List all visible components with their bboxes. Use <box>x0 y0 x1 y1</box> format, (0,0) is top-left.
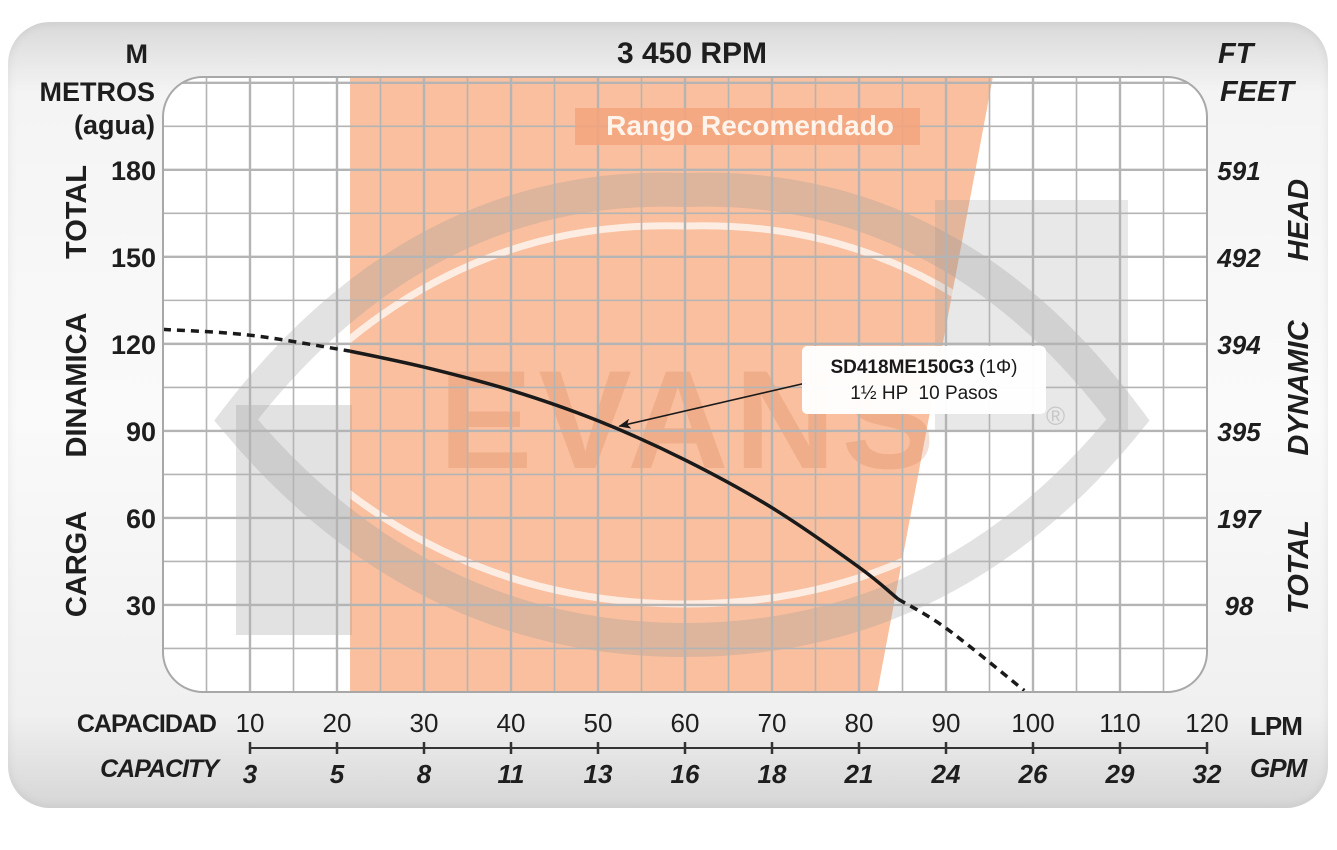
watermark-oval-inner <box>263 222 1101 608</box>
x-axis-secondary-label: CAPACITY <box>100 755 221 783</box>
x-axis-primary-tick-label: 90 <box>932 708 961 738</box>
x-axis-primary-tick-label: 60 <box>671 708 700 738</box>
curve-dashed-low-flow <box>163 327 351 353</box>
x-axis-primary-tick-label: 20 <box>323 708 352 738</box>
annotation-arrow <box>618 382 807 429</box>
x-axis-secondary-tick-label: 18 <box>758 759 787 789</box>
x-axis-primary-tick-label: 50 <box>584 708 613 738</box>
right-axis-tick-label: 395 <box>1217 417 1261 447</box>
left-axis-tick-label: 90 <box>126 417 156 447</box>
left-axis-tick-label: 150 <box>111 243 156 273</box>
x-axis-secondary-tick-label: 13 <box>584 759 613 789</box>
right-axis-title-dynamic: DYNAMIC <box>1283 319 1315 455</box>
x-axis-secondary-tick-label: 11 <box>498 759 525 789</box>
left-axis-title-total: TOTAL <box>61 165 93 259</box>
x-axis-primary-label: CAPACIDAD <box>77 710 216 738</box>
left-axis-tick-label: 30 <box>126 591 156 621</box>
x-axis-secondary-tick-label: 3 <box>243 759 258 789</box>
x-axis-secondary-tick-label: 32 <box>1193 759 1222 789</box>
right-axis-tick-label: 591 <box>1217 156 1260 186</box>
watermark-oval-outer <box>214 172 1150 658</box>
x-axis-ticks: 10 3 20 5 30 8 40 11 50 13 60 16 70 18 80 21 90 24 100 26 11… <box>236 708 1229 789</box>
left-axis-label-line1: METROS <box>39 77 155 107</box>
x-axis-primary-tick-label: 80 <box>845 708 874 738</box>
x-axis-secondary-tick-label: 16 <box>671 759 700 789</box>
left-axis-label-line2: (agua) <box>74 110 155 140</box>
x-axis-primary-tick-label: 120 <box>1185 708 1228 738</box>
left-axis-tick-label: 60 <box>126 504 156 534</box>
watermark-registered-mark: ® <box>1046 401 1065 431</box>
chart-title: 3 450 RPM <box>617 37 767 70</box>
right-axis-tick-label: 492 <box>1216 243 1261 273</box>
left-axis-title-carga: CARGA <box>61 511 93 617</box>
x-axis-primary-tick-label: 10 <box>236 708 265 738</box>
x-axis-secondary-tick-label: 29 <box>1105 759 1135 789</box>
x-axis-secondary-tick-label: 24 <box>931 759 961 789</box>
right-axis-tick-labels: 98 197 395 394 492 591 <box>1216 156 1262 621</box>
left-axis-tick-label: 120 <box>111 330 156 360</box>
left-axis-tick-label: 180 <box>111 156 156 186</box>
annotation-box <box>802 346 1046 414</box>
recommended-range-label: Rango Recomendado <box>606 110 894 141</box>
x-axis-secondary-tick-label: 5 <box>330 759 345 789</box>
x-axis-secondary-tick-label: 8 <box>417 759 432 789</box>
left-axis-tick-labels: 30 60 90 120 150 180 <box>111 156 156 621</box>
right-axis-title-total: TOTAL <box>1283 520 1315 614</box>
x-axis-primary-tick-label: 70 <box>758 708 787 738</box>
pump-curve <box>163 327 1026 692</box>
grid-lines <box>163 77 1207 692</box>
right-axis-unit: FT <box>1218 38 1256 70</box>
x-axis-secondary-tick-label: 26 <box>1018 759 1048 789</box>
right-axis-tick-label: 98 <box>1225 591 1254 621</box>
right-axis-label-line1: FEET <box>1220 76 1296 108</box>
x-axis-primary-tick-label: 100 <box>1011 708 1054 738</box>
plot-border <box>162 76 1208 693</box>
right-axis-title-head: HEAD <box>1283 179 1315 261</box>
right-axis-tick-label: 394 <box>1217 330 1261 360</box>
x-axis-primary-unit: LPM <box>1250 711 1302 741</box>
x-axis-primary-tick-label: 40 <box>497 708 526 738</box>
curve-solid-operating <box>349 349 900 601</box>
right-axis-tick-label: 197 <box>1217 504 1262 534</box>
left-axis-title-dinamica: DINAMICA <box>61 312 93 457</box>
annotation-model: SD418ME150G3 (1Φ) <box>830 357 1017 378</box>
recommended-range-label-bg <box>575 108 920 145</box>
x-axis-primary-tick-label: 110 <box>1099 708 1140 738</box>
curve-dashed-high-flow <box>897 597 1026 692</box>
x-axis-primary-tick-label: 30 <box>410 708 439 738</box>
annotation-specs: 1½ HP 10 Pasos <box>850 383 998 404</box>
x-axis-secondary-unit: GPM <box>1250 753 1309 783</box>
x-axis-secondary-tick-label: 21 <box>844 759 874 789</box>
left-axis-unit: M <box>126 39 149 69</box>
